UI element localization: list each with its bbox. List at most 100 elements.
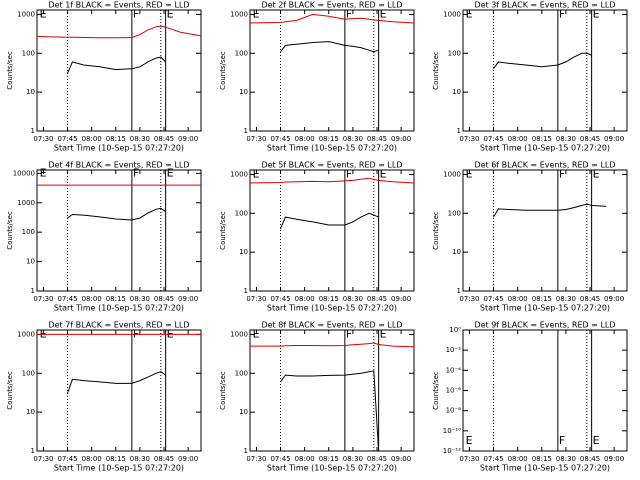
- panel: Det 5f BLACK = Events, RED = LLD Start Ti…: [219, 161, 415, 313]
- y-tick-label: 1000: [17, 10, 35, 18]
- series-line: [250, 342, 415, 348]
- y-axis-label: Counts/sec: [432, 211, 440, 250]
- x-tick-label: 08:15: [106, 455, 126, 463]
- plot-frame: [462, 9, 628, 132]
- y-tick-label: 10⁻¹²: [443, 447, 461, 455]
- x-tick-label: 07:30: [33, 455, 53, 463]
- y-tick-label: 10000: [13, 169, 35, 177]
- x-tick-label: 08:15: [319, 455, 339, 463]
- x-tick-label: 07:45: [270, 135, 290, 143]
- event-label: E: [466, 7, 473, 20]
- x-tick-label: 08:30: [343, 455, 363, 463]
- series-line: [493, 52, 592, 69]
- event-label: E: [167, 7, 174, 20]
- event-label: E: [40, 166, 47, 179]
- y-axis-label: Counts/sec: [219, 51, 227, 90]
- series-line: [280, 370, 380, 452]
- x-tick-label: 08:45: [367, 295, 387, 303]
- x-tick-label: 07:45: [483, 455, 503, 463]
- panel-title: Det 3f BLACK = Events, RED = LLD: [474, 1, 615, 10]
- panel: Det 4f BLACK = Events, RED = LLD Start Ti…: [6, 161, 202, 313]
- x-tick-label: 08:30: [343, 135, 363, 143]
- panel-title: Det 8f BLACK = Events, RED = LLD: [261, 321, 402, 330]
- x-tick-label: 07:45: [483, 135, 503, 143]
- y-axis-label: Counts/sec: [219, 371, 227, 410]
- y-axis-label: Counts/sec: [6, 51, 14, 90]
- x-tick-label: 08:15: [532, 135, 552, 143]
- x-tick-label: 09:00: [604, 135, 624, 143]
- x-tick-label: 08:15: [532, 295, 552, 303]
- y-tick-label: 100: [235, 49, 248, 57]
- y-tick-label: 100: [448, 209, 461, 217]
- plot-frame: [249, 169, 415, 292]
- x-tick-label: 08:00: [508, 455, 528, 463]
- event-label: E: [253, 7, 260, 20]
- series-line: [67, 56, 166, 74]
- x-axis-label: Start Time (10-Sep-15 07:27:20): [54, 304, 184, 313]
- x-tick-label: 08:00: [295, 455, 315, 463]
- x-tick-label: 07:30: [246, 135, 266, 143]
- y-tick-label: 100: [22, 369, 35, 377]
- event-label: F: [133, 166, 139, 179]
- y-tick-label: 1000: [443, 170, 461, 178]
- panel: Det 9f BLACK = Events, RED = LLD Start Ti…: [432, 321, 628, 473]
- x-tick-label: 08:45: [154, 455, 174, 463]
- event-label: F: [346, 167, 352, 180]
- x-tick-label: 09:00: [604, 295, 624, 303]
- x-axis-label: Start Time (10-Sep-15 07:27:20): [267, 464, 397, 473]
- y-tick-label: 1: [31, 287, 35, 295]
- event-label: F: [133, 7, 139, 20]
- event-label: E: [380, 327, 387, 340]
- x-tick-label: 09:00: [604, 455, 624, 463]
- panel-title: Det 1f BLACK = Events, RED = LLD: [48, 1, 189, 10]
- x-tick-label: 08:30: [130, 455, 150, 463]
- x-tick-label: 07:30: [459, 135, 479, 143]
- y-tick-label: 1: [31, 127, 35, 135]
- x-tick-label: 07:45: [270, 455, 290, 463]
- y-tick-label: 1000: [17, 199, 35, 207]
- y-tick-label: 1: [457, 127, 461, 135]
- x-tick-label: 08:15: [319, 295, 339, 303]
- event-label: E: [466, 167, 473, 180]
- y-tick-label: 10⁻⁶: [446, 387, 462, 395]
- event-label: F: [559, 167, 565, 180]
- plot-frame: [36, 329, 202, 452]
- y-tick-label: 1000: [230, 10, 248, 18]
- x-tick-label: 07:45: [483, 295, 503, 303]
- y-tick-label: 10⁻¹⁰: [443, 427, 461, 435]
- x-tick-label: 08:00: [82, 295, 102, 303]
- event-label: F: [346, 327, 352, 340]
- event-label: E: [593, 167, 600, 180]
- y-tick-label: 100: [448, 49, 461, 57]
- panel-title: Det 2f BLACK = Events, RED = LLD: [261, 1, 402, 10]
- y-tick-label: 1: [457, 287, 461, 295]
- event-label: E: [253, 327, 260, 340]
- y-tick-label: 10: [452, 88, 461, 96]
- x-tick-label: 08:45: [580, 295, 600, 303]
- event-label: E: [253, 167, 260, 180]
- y-tick-label: 10: [26, 88, 35, 96]
- series-line: [249, 13, 415, 24]
- x-axis-label: Start Time (10-Sep-15 07:27:20): [54, 464, 184, 473]
- x-tick-label: 07:30: [33, 295, 53, 303]
- x-tick-label: 08:15: [532, 455, 552, 463]
- y-tick-label: 1: [244, 447, 248, 455]
- y-tick-label: 10: [452, 248, 461, 256]
- panel: Det 6f BLACK = Events, RED = LLD Start Ti…: [432, 161, 628, 313]
- x-axis-label: Start Time (10-Sep-15 07:27:20): [480, 464, 610, 473]
- x-tick-label: 07:30: [246, 455, 266, 463]
- plot-frame: [462, 169, 628, 292]
- x-tick-label: 08:00: [295, 135, 315, 143]
- x-tick-label: 08:30: [130, 135, 150, 143]
- x-tick-label: 07:30: [246, 295, 266, 303]
- x-tick-label: 08:45: [154, 135, 174, 143]
- x-tick-label: 07:45: [57, 295, 77, 303]
- plot-frame: [36, 169, 202, 292]
- x-tick-label: 09:00: [178, 455, 198, 463]
- event-label: E: [593, 7, 600, 20]
- y-tick-label: 100: [235, 369, 248, 377]
- x-tick-label: 09:00: [391, 455, 411, 463]
- y-tick-label: 1000: [443, 10, 461, 18]
- x-tick-label: 08:15: [106, 135, 126, 143]
- y-axis-label: Counts/sec: [432, 51, 440, 90]
